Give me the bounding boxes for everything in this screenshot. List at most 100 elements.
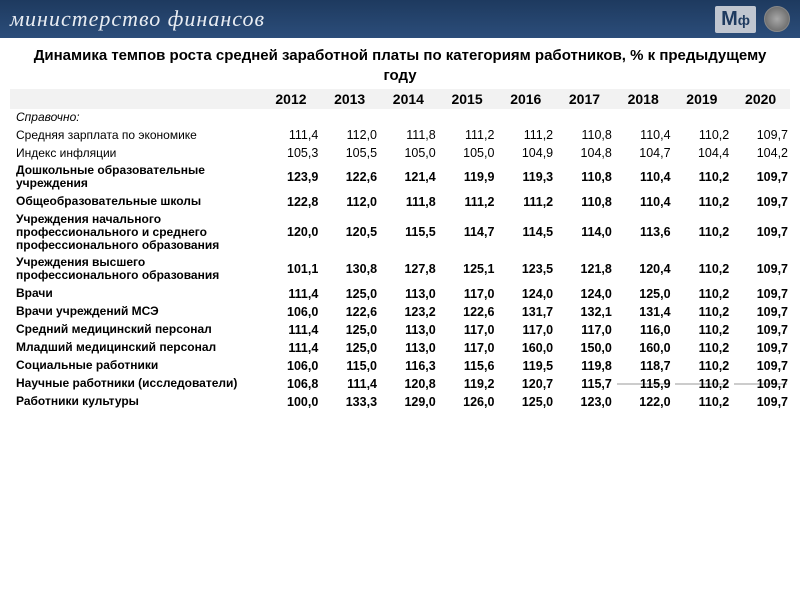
row-label: Учреждения высшего профессионального обр…	[10, 254, 262, 284]
cell: 126,0	[438, 393, 497, 411]
cell: 131,4	[614, 303, 673, 321]
cell: 111,4	[262, 126, 321, 144]
table-row: Дошкольные образовательные учреждения123…	[10, 162, 790, 192]
cell: 112,0	[320, 126, 379, 144]
cell: 110,2	[673, 193, 732, 211]
cell: 132,1	[555, 303, 614, 321]
cell: 109,7	[731, 254, 790, 284]
cell	[614, 109, 673, 126]
cell: 119,2	[438, 375, 497, 393]
table-row: Врачи111,4125,0113,0117,0124,0124,0125,0…	[10, 285, 790, 303]
cell: 106,0	[262, 357, 321, 375]
cell: 119,8	[555, 357, 614, 375]
cell: 110,2	[673, 285, 732, 303]
year-header: 2019	[673, 89, 732, 109]
cell: 120,5	[320, 211, 379, 255]
cell: 113,0	[379, 339, 438, 357]
cell: 110,2	[673, 254, 732, 284]
table-row: Врачи учреждений МСЭ106,0122,6123,2122,6…	[10, 303, 790, 321]
cell: 112,0	[320, 193, 379, 211]
cell: 104,2	[731, 144, 790, 162]
table-row: Социальные работники106,0115,0116,3115,6…	[10, 357, 790, 375]
year-header: 2015	[438, 89, 497, 109]
cell: 111,8	[379, 193, 438, 211]
emblem-icon	[764, 6, 790, 32]
cell: 125,0	[614, 285, 673, 303]
cell: 113,6	[614, 211, 673, 255]
cell: 131,7	[496, 303, 555, 321]
cell: 122,8	[262, 193, 321, 211]
page-title: Динамика темпов роста средней заработной…	[0, 38, 800, 89]
cell: 122,6	[438, 303, 497, 321]
cell: 110,8	[555, 126, 614, 144]
cell: 124,0	[496, 285, 555, 303]
cell: 111,2	[438, 193, 497, 211]
cell: 111,4	[320, 375, 379, 393]
cell: 109,7	[731, 357, 790, 375]
cell: 111,4	[262, 339, 321, 357]
cell: 109,7	[731, 321, 790, 339]
cell: 113,0	[379, 321, 438, 339]
cell: 104,9	[496, 144, 555, 162]
cell: 109,7	[731, 162, 790, 192]
table-row: Учреждения начального профессионального …	[10, 211, 790, 255]
cell: 160,0	[614, 339, 673, 357]
cell: 111,4	[262, 285, 321, 303]
logo-mf: Мф	[715, 6, 756, 33]
cell: 104,8	[555, 144, 614, 162]
cell	[496, 109, 555, 126]
table-row: Учреждения высшего профессионального обр…	[10, 254, 790, 284]
cell: 105,0	[438, 144, 497, 162]
cell: 109,7	[731, 126, 790, 144]
ref-head-label: Справочно:	[10, 109, 262, 126]
row-label: Врачи учреждений МСЭ	[10, 303, 262, 321]
cell: 110,4	[614, 162, 673, 192]
cell: 115,9	[614, 375, 673, 393]
cell: 105,3	[262, 144, 321, 162]
blank-header	[10, 89, 262, 109]
cell: 122,6	[320, 162, 379, 192]
cell: 115,6	[438, 357, 497, 375]
row-label: Общеобразовательные школы	[10, 193, 262, 211]
cell: 127,8	[379, 254, 438, 284]
cell: 111,2	[496, 126, 555, 144]
year-header: 2017	[555, 89, 614, 109]
cell: 123,2	[379, 303, 438, 321]
logo-m: М	[721, 8, 738, 31]
cell: 110,2	[673, 303, 732, 321]
cell: 114,5	[496, 211, 555, 255]
cell: 118,7	[614, 357, 673, 375]
cell: 109,7	[731, 393, 790, 411]
cell: 109,7	[731, 285, 790, 303]
cell: 121,4	[379, 162, 438, 192]
cell: 125,0	[320, 285, 379, 303]
row-label: Младший медицинский персонал	[10, 339, 262, 357]
cell: 160,0	[496, 339, 555, 357]
cell: 106,8	[262, 375, 321, 393]
row-label: Врачи	[10, 285, 262, 303]
cell: 150,0	[555, 339, 614, 357]
cell: 123,0	[555, 393, 614, 411]
cell: 109,7	[731, 375, 790, 393]
cell: 120,7	[496, 375, 555, 393]
cell: 119,3	[496, 162, 555, 192]
cell: 133,3	[320, 393, 379, 411]
table-row: Средняя зарплата по экономике111,4112,01…	[10, 126, 790, 144]
year-header: 2013	[320, 89, 379, 109]
table-row: Общеобразовательные школы122,8112,0111,8…	[10, 193, 790, 211]
row-label: Социальные работники	[10, 357, 262, 375]
cell: 120,4	[614, 254, 673, 284]
cell: 130,8	[320, 254, 379, 284]
cell: 114,7	[438, 211, 497, 255]
cell: 123,5	[496, 254, 555, 284]
cell: 105,0	[379, 144, 438, 162]
cell: 120,0	[262, 211, 321, 255]
cell	[438, 109, 497, 126]
cell: 117,0	[438, 285, 497, 303]
table-row: Средний медицинский персонал111,4125,011…	[10, 321, 790, 339]
cell: 110,4	[614, 193, 673, 211]
cell: 113,0	[379, 285, 438, 303]
cell: 122,0	[614, 393, 673, 411]
table-row: Справочно:	[10, 109, 790, 126]
row-label: Научные работники (исследователи)	[10, 375, 262, 393]
